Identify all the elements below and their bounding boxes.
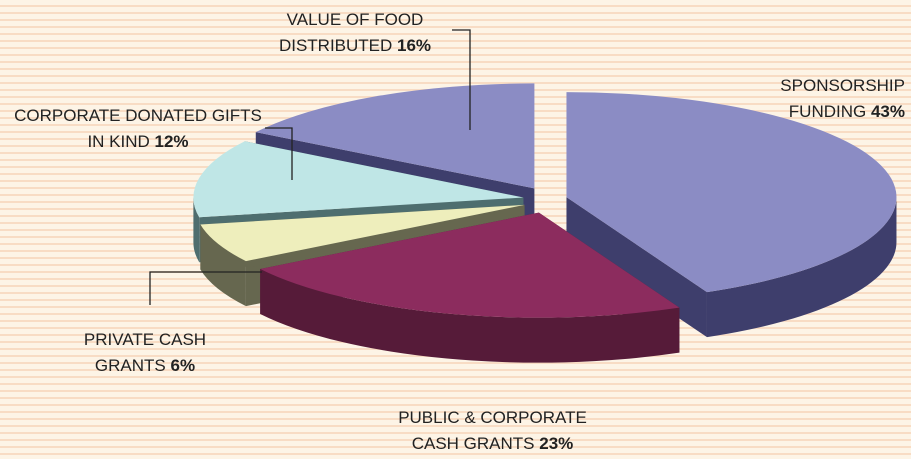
slice (200, 204, 525, 262)
value-label: 23% (539, 434, 574, 453)
slice (255, 83, 535, 189)
value-label: 6% (170, 356, 196, 375)
slice-side (200, 224, 246, 307)
value-label: 16% (397, 36, 432, 55)
slice-label: PUBLIC & CORPORATE CASH GRANTS 23% (375, 405, 610, 457)
slice (566, 92, 897, 293)
slice-label: VALUE OF FOOD DISTRIBUTED 16% (255, 7, 455, 59)
category-name: SPONSORSHIP FUNDING (780, 76, 905, 121)
slice-side (193, 197, 200, 263)
slice (193, 141, 524, 218)
slice-side (706, 197, 897, 338)
slice-side (260, 268, 680, 363)
category-name: VALUE OF FOOD DISTRIBUTED (278, 10, 424, 55)
leader-line (149, 271, 262, 305)
category-name: PUBLIC & CORPORATE CASH GRANTS (398, 408, 587, 453)
slice-wall (566, 197, 707, 338)
slice-label: PRIVATE CASH GRANTS 6% (60, 327, 230, 379)
leader-line (452, 29, 471, 130)
category-name: CORPORATE DONATED GIFTS IN KIND (14, 106, 262, 151)
slice (260, 212, 680, 318)
slice-label: SPONSORSHIP FUNDING 43% (735, 73, 905, 125)
leader-line (265, 127, 293, 180)
slices (193, 83, 897, 363)
value-label: 43% (870, 102, 905, 121)
slice-label: CORPORATE DONATED GIFTS IN KIND 12% (8, 103, 268, 155)
value-label: 12% (154, 132, 189, 151)
category-name: PRIVATE CASH GRANTS (83, 330, 207, 375)
